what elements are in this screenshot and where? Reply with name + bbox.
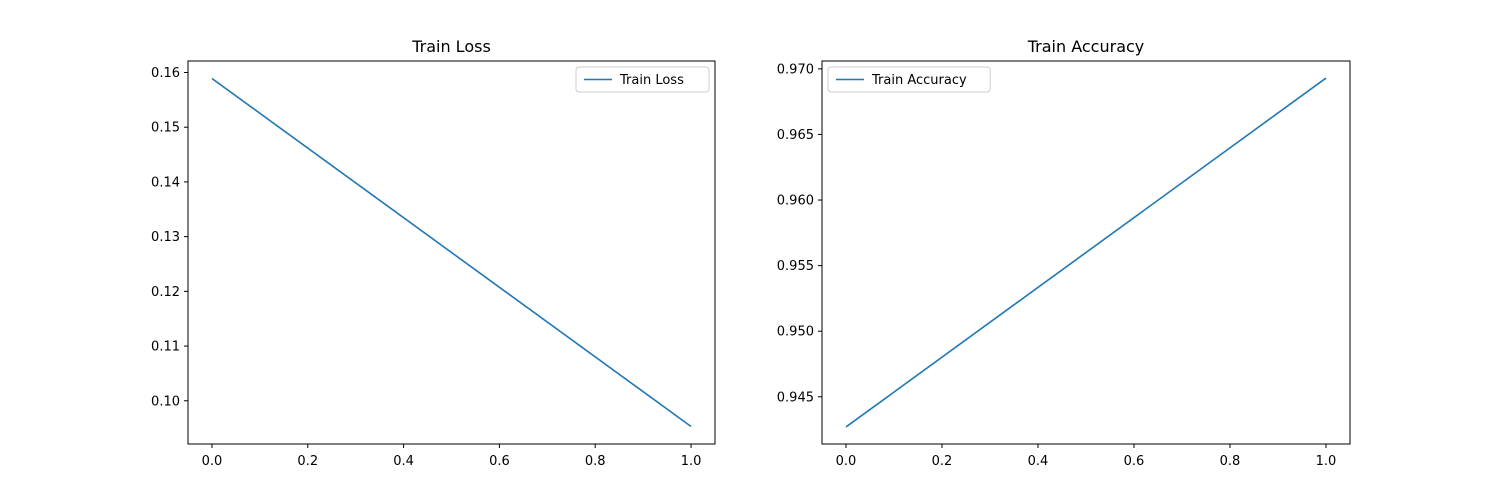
- x-tick-label: 1.0: [681, 454, 702, 469]
- x-tick-label: 0.6: [1124, 454, 1145, 469]
- axes-frame: [821, 60, 1351, 445]
- chart-train-loss: Train Loss 0.0 0.2 0.4 0.6 0.8 1.0 0.10 0.11 0.12…: [151, 37, 716, 469]
- chart-train-accuracy: Train Accuracy 0.0 0.2 0.4 0.6 0.8 1.0 0.945 0.9…: [777, 37, 1351, 469]
- legend: Train Accuracy: [827, 66, 991, 93]
- legend-label: Train Loss: [619, 73, 684, 88]
- x-tick-label: 0.2: [932, 454, 953, 469]
- legend: Train Loss: [575, 66, 710, 93]
- x-tick-label: 0.4: [1028, 454, 1049, 469]
- y-tick-label: 0.13: [151, 230, 180, 245]
- series-line: [845, 77, 1327, 428]
- y-tick-label: 0.950: [777, 325, 814, 340]
- legend-label: Train Accuracy: [871, 73, 967, 88]
- y-tick-label: 0.16: [151, 66, 180, 81]
- y-tick-label: 0.970: [777, 62, 814, 77]
- y-tick-label: 0.12: [151, 285, 180, 300]
- axes-frame: [187, 60, 716, 445]
- legend-box: [575, 66, 710, 93]
- x-tick-label: 0.8: [1220, 454, 1241, 469]
- y-tick-label: 0.15: [151, 121, 180, 136]
- chart-title: Train Accuracy: [1027, 37, 1145, 56]
- x-tick-label: 0.0: [202, 454, 223, 469]
- y-tick-label: 0.11: [151, 340, 180, 355]
- y-tick-label: 0.10: [151, 394, 180, 409]
- x-tick-label: 0.8: [585, 454, 606, 469]
- series-line: [211, 77, 692, 428]
- x-tick-label: 0.4: [393, 454, 414, 469]
- x-tick-label: 0.6: [489, 454, 510, 469]
- y-tick-label: 0.14: [151, 175, 180, 190]
- y-tick-label: 0.955: [777, 259, 814, 274]
- x-tick-label: 0.2: [297, 454, 318, 469]
- y-tick-label: 0.960: [777, 194, 814, 209]
- legend-box: [827, 66, 991, 93]
- y-tick-label: 0.965: [777, 128, 814, 143]
- y-tick-label: 0.945: [777, 390, 814, 405]
- chart-title: Train Loss: [411, 37, 491, 56]
- x-tick-label: 1.0: [1316, 454, 1337, 469]
- x-tick-label: 0.0: [836, 454, 857, 469]
